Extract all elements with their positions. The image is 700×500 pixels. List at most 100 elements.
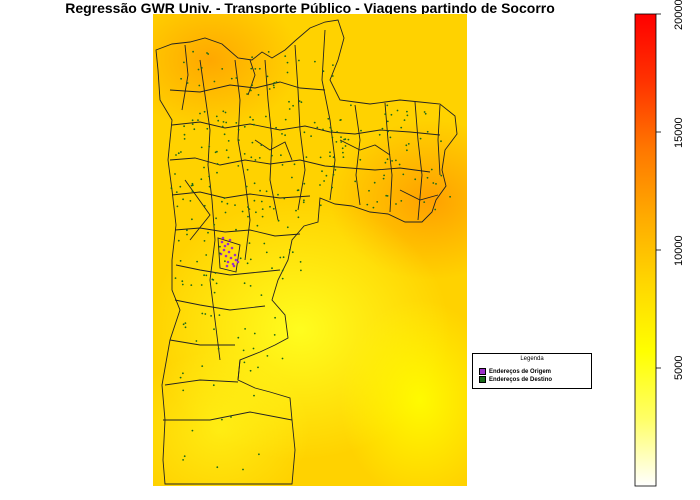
destination-point [291,176,293,179]
destination-point [181,280,184,283]
destination-point [195,340,198,342]
destination-point [198,84,201,87]
destination-point [174,277,177,279]
destination-point [360,129,362,132]
destination-point [221,125,224,128]
destination-point [230,77,233,80]
district-boundaries [155,19,458,485]
destination-point [250,156,253,159]
destination-point [182,372,184,375]
destination-point [284,55,287,57]
destination-point [243,153,246,155]
destination-point [191,190,194,193]
destination-point [246,93,249,95]
legend-item-origin: Endereços de Origem [479,368,551,375]
destination-point [297,189,300,192]
destination-point [275,81,278,83]
destination-point [256,224,259,227]
destination-point [203,110,206,113]
destination-point [300,101,303,104]
destination-point [216,150,218,153]
destination-point [449,195,451,198]
legend-swatch-destination [479,376,486,383]
destination-point [258,67,261,70]
destination-point [226,202,229,205]
destination-point [191,218,193,221]
destination-point [222,110,225,113]
destination-point [273,86,275,89]
destination-point [366,203,369,206]
destination-point [257,366,259,369]
destination-point [206,127,209,130]
destination-point [402,173,405,176]
destination-point [183,61,185,64]
destination-point [340,136,342,139]
destination-point [184,326,187,329]
destination-point [216,163,219,165]
destination-point [382,177,385,180]
destination-point [201,312,204,315]
destination-point [299,261,302,263]
destination-point [186,82,189,84]
destination-point [258,453,260,456]
destination-point [175,191,178,194]
destination-point [265,190,268,193]
destination-point [253,199,256,202]
destination-point [223,197,226,200]
destination-point [281,277,284,280]
destination-point [245,185,248,188]
destination-point [206,52,208,54]
destination-point [263,242,266,245]
destination-point [183,133,186,136]
destination-point [213,291,216,294]
destination-point [191,182,194,185]
destination-point [192,50,195,53]
destination-point [182,459,185,461]
destination-point [272,84,275,87]
destination-point [325,174,328,177]
destination-point [281,164,284,166]
destination-point [384,161,387,164]
destination-point [319,184,321,186]
destination-point [414,178,417,181]
destination-point [403,119,406,121]
destination-point [288,249,291,251]
destination-point [303,199,305,202]
destination-point [176,205,179,208]
destination-point [336,131,338,133]
destination-point [252,118,254,121]
destination-point [432,182,435,184]
destination-point [387,130,389,133]
destination-point [396,109,399,112]
destination-point [281,357,284,360]
destination-point [334,169,337,171]
destination-point [279,256,282,259]
destination-point [180,151,182,153]
destination-point [395,203,397,205]
destination-point [197,68,200,71]
colorbar-tick-label-0: 5000 [673,355,685,381]
destination-point [247,206,249,208]
destination-point [265,251,268,254]
destination-point [277,193,279,196]
destination-point [193,128,196,131]
destination-point [423,111,426,113]
destination-point [215,115,218,118]
destination-point [419,137,422,140]
destination-point [400,126,403,129]
destination-point [210,315,213,317]
destination-point [298,59,300,62]
destination-point [179,260,182,262]
destination-point [340,141,343,143]
destination-point [426,176,429,179]
destination-point [271,154,273,157]
destination-point [267,51,270,53]
destination-point [253,332,256,335]
destination-point [258,157,261,159]
destination-point [243,125,246,128]
destination-point [282,256,285,259]
destination-point [243,361,246,364]
destination-point [321,170,323,173]
destination-point [329,155,331,158]
destination-point [332,165,334,168]
